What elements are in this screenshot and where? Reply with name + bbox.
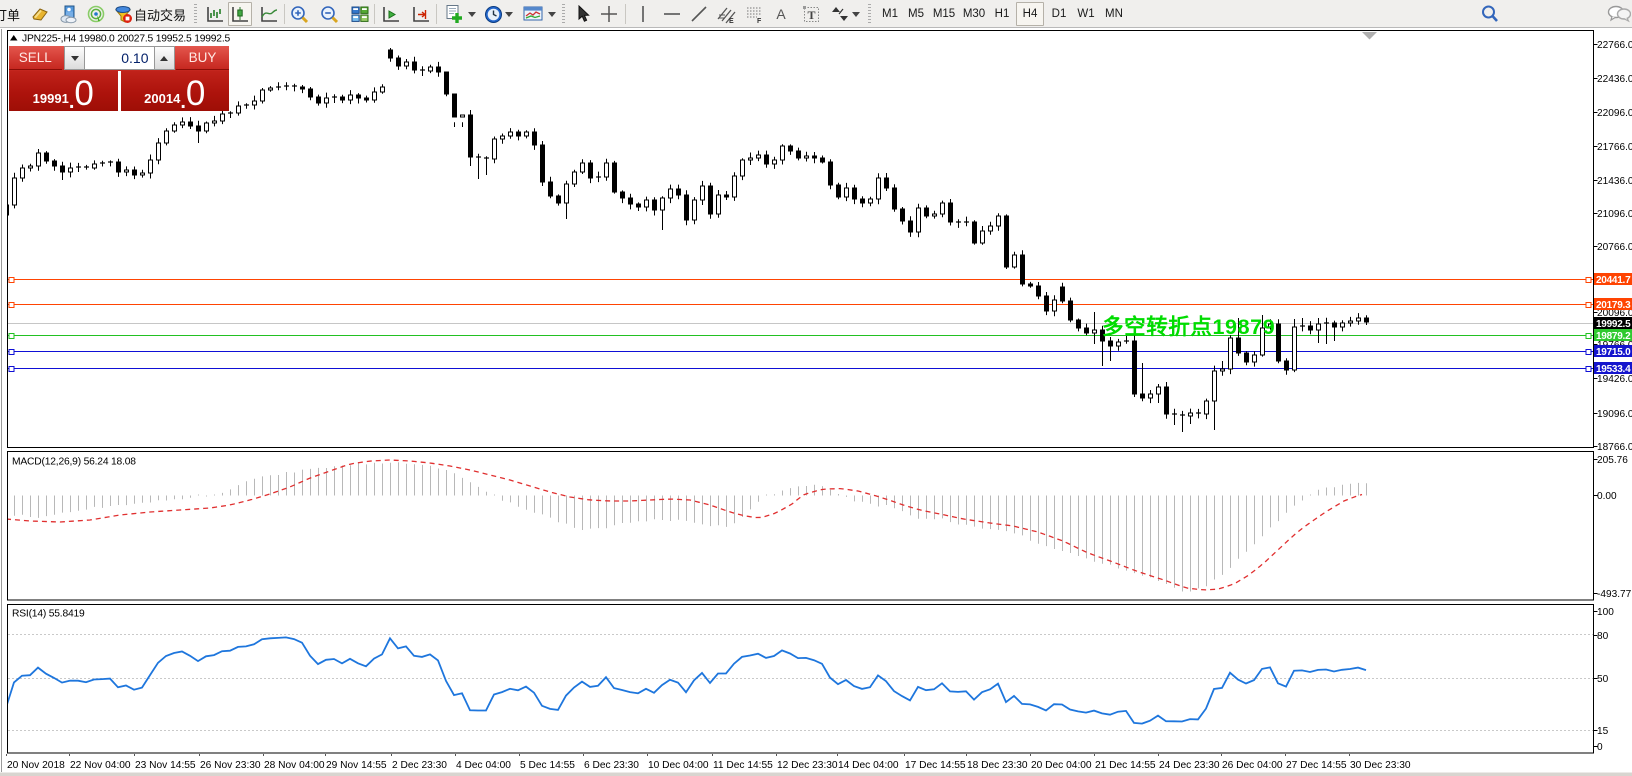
svg-text:19715.0: 19715.0 [1596, 347, 1631, 358]
svg-text:24 Dec 23:30: 24 Dec 23:30 [1159, 760, 1220, 771]
svg-text:22 Nov 04:00: 22 Nov 04:00 [70, 760, 131, 771]
svg-text:21096.0: 21096.0 [1597, 209, 1632, 220]
svg-text:19879.2: 19879.2 [1596, 331, 1631, 342]
svg-text:19096.0: 19096.0 [1597, 409, 1632, 420]
svg-text:21436.0: 21436.0 [1597, 176, 1632, 187]
svg-text:17 Dec 14:55: 17 Dec 14:55 [905, 760, 966, 771]
svg-text:30 Dec 23:30: 30 Dec 23:30 [1350, 760, 1411, 771]
svg-text:F: F [757, 18, 762, 24]
svg-text:15: 15 [1597, 726, 1609, 737]
svg-text:18 Dec 23:30: 18 Dec 23:30 [967, 760, 1028, 771]
svg-text:5 Dec 14:55: 5 Dec 14:55 [520, 760, 575, 771]
svg-text:0: 0 [1597, 742, 1603, 753]
svg-text:12 Dec 23:30: 12 Dec 23:30 [777, 760, 838, 771]
svg-text:26 Nov 23:30: 26 Nov 23:30 [200, 760, 261, 771]
svg-text:19533.4: 19533.4 [1596, 364, 1631, 375]
svg-text:100: 100 [1597, 607, 1614, 618]
svg-text:22766.0: 22766.0 [1597, 40, 1632, 51]
svg-text:MACD(12,26,9) 56.24 18.08: MACD(12,26,9) 56.24 18.08 [12, 457, 136, 468]
svg-text:21 Dec 14:55: 21 Dec 14:55 [1095, 760, 1156, 771]
svg-text:多空转折点19879: 多空转折点19879 [1102, 314, 1275, 339]
svg-text:20179.3: 20179.3 [1596, 300, 1631, 311]
svg-text:JPN225-,H4 19980.0 20027.5 19: JPN225-,H4 19980.0 20027.5 19952.5 19992… [22, 34, 230, 45]
svg-text:21766.0: 21766.0 [1597, 142, 1632, 153]
svg-text:28 Nov 04:00: 28 Nov 04:00 [264, 760, 325, 771]
svg-text:0.00: 0.00 [1597, 491, 1617, 502]
svg-text:2 Dec 23:30: 2 Dec 23:30 [392, 760, 447, 771]
svg-text:50: 50 [1597, 674, 1609, 685]
svg-text:27 Dec 14:55: 27 Dec 14:55 [1286, 760, 1347, 771]
svg-text:19992.5: 19992.5 [1596, 319, 1631, 330]
svg-text:20441.7: 20441.7 [1596, 275, 1631, 286]
svg-text:20 Nov 2018: 20 Nov 2018 [7, 760, 65, 771]
svg-text:29 Nov 14:55: 29 Nov 14:55 [326, 760, 387, 771]
svg-text:23 Nov 14:55: 23 Nov 14:55 [135, 760, 196, 771]
svg-text:18766.0: 18766.0 [1597, 442, 1632, 453]
svg-text:22096.0: 22096.0 [1597, 108, 1632, 119]
svg-text:20766.0: 20766.0 [1597, 242, 1632, 253]
svg-text:10 Dec 04:00: 10 Dec 04:00 [648, 760, 709, 771]
svg-text:205.76: 205.76 [1597, 455, 1628, 466]
svg-text:14 Dec 04:00: 14 Dec 04:00 [838, 760, 899, 771]
svg-text:80: 80 [1597, 631, 1609, 642]
svg-text:20 Dec 04:00: 20 Dec 04:00 [1031, 760, 1092, 771]
svg-text:19426.0: 19426.0 [1597, 374, 1632, 385]
svg-text:22436.0: 22436.0 [1597, 74, 1632, 85]
svg-text:11 Dec 14:55: 11 Dec 14:55 [713, 760, 773, 771]
svg-text:20096.0: 20096.0 [1597, 308, 1632, 319]
svg-text:4 Dec 04:00: 4 Dec 04:00 [456, 760, 511, 771]
svg-text:E: E [729, 18, 734, 24]
svg-text:RSI(14) 55.8419: RSI(14) 55.8419 [12, 609, 85, 620]
svg-text:26 Dec 04:00: 26 Dec 04:00 [1222, 760, 1283, 771]
svg-text:-493.77: -493.77 [1597, 589, 1632, 600]
svg-text:T: T [807, 8, 815, 22]
svg-text:6 Dec 23:30: 6 Dec 23:30 [584, 760, 639, 771]
